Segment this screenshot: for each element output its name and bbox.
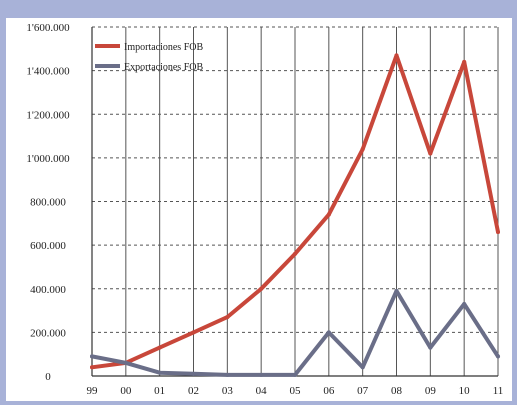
x-tick-label: 02	[188, 385, 199, 397]
data-point	[225, 315, 230, 320]
x-tick-label: 03	[222, 385, 234, 397]
y-tick-label: 0	[45, 371, 51, 383]
x-tick-label: 09	[425, 385, 437, 397]
grid-lines	[91, 26, 499, 377]
series-lines	[90, 53, 500, 377]
data-point	[360, 365, 365, 370]
x-tick-label: 06	[323, 385, 335, 397]
data-point	[259, 286, 264, 291]
data-point	[90, 365, 94, 370]
data-point	[496, 230, 500, 235]
data-point	[326, 212, 331, 217]
y-tick-label: 1'000.000	[26, 153, 70, 165]
data-point	[293, 372, 297, 377]
data-point	[191, 330, 196, 335]
y-tick-label: 200.000	[30, 327, 66, 339]
y-tick-label: 1'200.000	[26, 109, 70, 121]
data-point	[157, 370, 162, 375]
y-tick-label: 400.000	[30, 284, 66, 296]
chart-legend: Importaciones FOB Exportaciones FOB	[95, 42, 203, 73]
y-axis-ticks: 0 200.000 400.000 600.000 800.000 1'000.000 1'…	[26, 22, 70, 383]
data-point	[462, 302, 467, 307]
x-tick-label: 07	[357, 385, 369, 397]
plot-background	[6, 18, 512, 401]
data-point	[462, 59, 467, 64]
x-tick-label: 05	[290, 385, 302, 397]
x-tick-label: 04	[256, 385, 268, 397]
x-tick-label: 00	[120, 385, 132, 397]
y-tick-label: 600.000	[30, 240, 66, 252]
data-point	[428, 345, 433, 350]
data-point	[157, 345, 162, 350]
x-tick-label: 10	[459, 385, 471, 397]
y-tick-label: 1'400.000	[26, 66, 70, 78]
data-point	[259, 372, 264, 377]
legend-label: Exportaciones FOB	[124, 62, 203, 73]
data-point	[123, 360, 128, 365]
data-point	[496, 354, 500, 359]
x-axis-ticks: 99 00 01 02 03 04 05 06 07 08 09 10 11	[87, 385, 504, 397]
data-point	[90, 354, 94, 359]
data-point	[225, 372, 230, 377]
y-tick-label: 1'600.000	[26, 22, 70, 34]
x-tick-label: 01	[154, 385, 165, 397]
y-tick-label: 800.000	[30, 197, 66, 209]
data-point	[394, 53, 399, 58]
legend-label: Importaciones FOB	[124, 42, 203, 53]
data-point	[326, 330, 331, 335]
data-point	[428, 151, 433, 156]
data-point	[394, 288, 399, 293]
data-point	[191, 371, 196, 376]
data-point	[360, 147, 365, 152]
x-tick-label: 11	[493, 385, 504, 397]
x-tick-label: 08	[391, 385, 403, 397]
data-point	[293, 251, 297, 256]
x-tick-label: 99	[87, 385, 99, 397]
